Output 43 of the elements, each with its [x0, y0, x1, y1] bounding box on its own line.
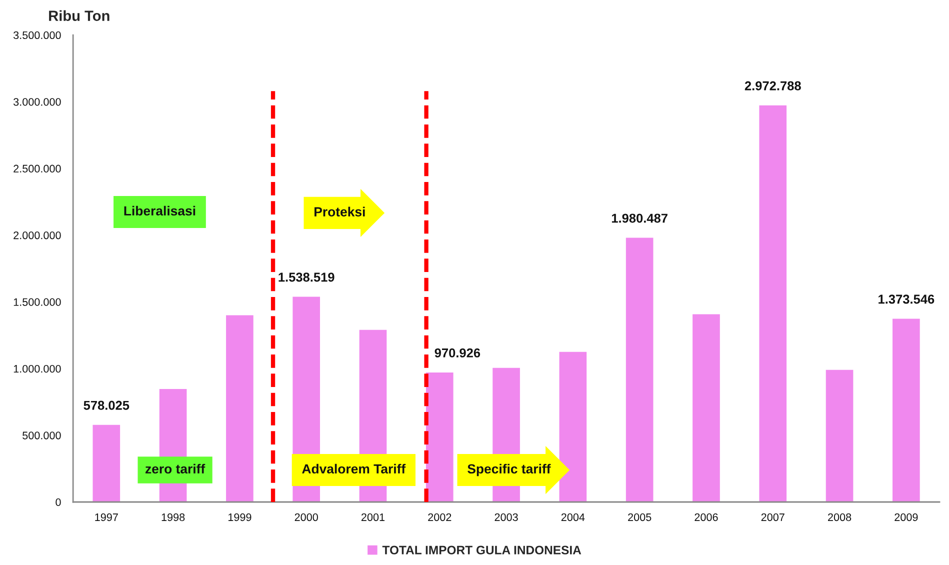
- x-tick-label: 2008: [828, 513, 852, 522]
- x-tick-label: 2003: [494, 513, 518, 522]
- bar: [759, 105, 787, 502]
- legend-label: TOTAL IMPORT GULA INDONESIA: [382, 546, 582, 554]
- bar: [226, 315, 254, 502]
- x-tick-label: 1999: [228, 513, 252, 522]
- x-tick-label: 2002: [428, 513, 452, 522]
- annotation: Specific tariff: [468, 464, 551, 476]
- y-tick-label: 2.000.000: [14, 232, 61, 240]
- x-tick-label: 2009: [894, 513, 918, 522]
- x-tick-label: 2004: [561, 513, 585, 522]
- annotation: Advalorem Tariff: [302, 464, 406, 474]
- data-label: 578.025: [84, 400, 130, 410]
- y-tick-label: 1.000.000: [14, 364, 61, 373]
- bar: [92, 424, 120, 502]
- y-tick-label: 500.000: [22, 432, 61, 440]
- x-tick-label: 2001: [361, 513, 385, 522]
- data-label: 1.373.546: [878, 294, 934, 304]
- y-tick-label: 3.500.000: [13, 31, 61, 40]
- x-tick-label: 2007: [761, 513, 784, 522]
- x-tick-label: 1998: [162, 513, 185, 522]
- data-label: 1.538.519: [278, 272, 334, 282]
- x-tick-label: 2005: [628, 513, 652, 522]
- annotation: Proteksi: [314, 206, 365, 216]
- data-label: 1.980.487: [612, 214, 668, 223]
- y-tick-label: 1.500.000: [14, 298, 61, 306]
- x-tick-label: 2000: [294, 513, 318, 522]
- data-label: 2.972.788: [744, 81, 801, 90]
- x-tick-label: 1997: [95, 513, 118, 522]
- bar: [892, 318, 920, 502]
- y-tick-label: 2.500.000: [14, 164, 61, 172]
- bar: [692, 314, 720, 502]
- bar: [826, 370, 854, 502]
- annotation: zero tariff: [146, 464, 206, 474]
- bar: [626, 238, 654, 502]
- x-tick-label: 2006: [694, 513, 718, 522]
- y-tick-label: 3.000.000: [13, 98, 61, 106]
- bar: [559, 352, 587, 502]
- data-label: 970.926: [434, 348, 480, 358]
- y-axis-title: Ribu Ton: [49, 10, 110, 21]
- annotation: Liberalisasi: [124, 206, 196, 216]
- bar: [426, 372, 454, 502]
- y-tick-label: 0: [56, 498, 61, 506]
